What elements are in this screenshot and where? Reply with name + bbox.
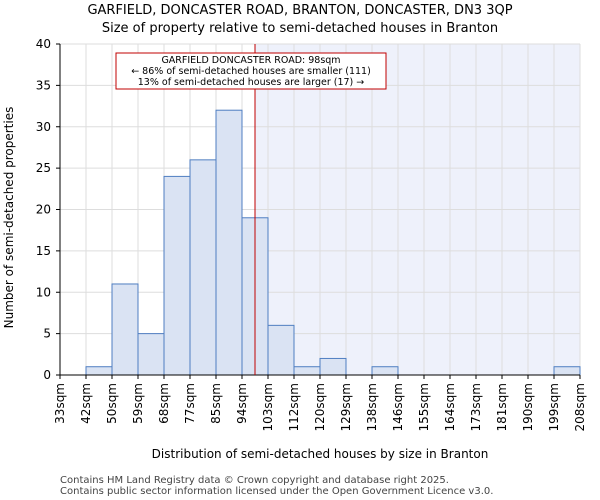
histogram-bar: [371, 366, 399, 376]
x-tick-label: 181sqm: [495, 383, 509, 431]
histogram-bar: [215, 109, 243, 376]
y-tick-label: 0: [43, 368, 51, 382]
x-tick-label: 50sqm: [105, 383, 119, 424]
x-tick-label: 138sqm: [365, 383, 379, 431]
x-tick-label: 33sqm: [53, 383, 67, 424]
x-tick-label: 164sqm: [443, 383, 457, 431]
footer-licence: Contains public sector information licen…: [60, 486, 494, 497]
y-tick-label: 15: [36, 244, 51, 258]
histogram-bar: [111, 283, 139, 376]
y-tick-label: 30: [36, 120, 51, 134]
x-tick-label: 112sqm: [287, 383, 301, 431]
x-tick-label: 146sqm: [391, 383, 405, 431]
x-tick-label: 199sqm: [547, 383, 561, 431]
y-axis-title: Number of semi-detached properties: [2, 107, 16, 329]
x-tick-label: 85sqm: [209, 383, 223, 424]
x-tick-label: 103sqm: [261, 383, 275, 431]
annotation-property-size: GARFIELD DONCASTER ROAD: 98sqm: [161, 55, 340, 66]
x-tick-label: 190sqm: [521, 383, 535, 431]
histogram-bar: [319, 357, 347, 376]
footer-copyright: Contains HM Land Registry data © Crown c…: [60, 475, 449, 486]
x-tick-label: 155sqm: [417, 383, 431, 431]
histogram-bar: [163, 175, 191, 376]
chart-title-address: GARFIELD, DONCASTER ROAD, BRANTON, DONCA…: [87, 3, 513, 18]
x-tick-label: 59sqm: [131, 383, 145, 424]
histogram-bar: [189, 159, 217, 376]
x-tick-label: 208sqm: [573, 383, 587, 431]
x-tick-label: 129sqm: [339, 383, 353, 431]
histogram-bar: [137, 333, 165, 376]
histogram-bar: [85, 366, 113, 376]
annotation-larger-share: 13% of semi-detached houses are larger (…: [138, 77, 365, 88]
x-tick-label: 173sqm: [469, 383, 483, 431]
y-tick-label: 40: [36, 37, 51, 51]
annotation-smaller-share: ← 86% of semi-detached houses are smalle…: [131, 66, 371, 77]
histogram-bar: [267, 324, 295, 376]
annotation-box: [115, 52, 387, 90]
x-tick-label: 120sqm: [313, 383, 327, 431]
x-tick-label: 42sqm: [79, 383, 93, 424]
chart-subtitle: Size of property relative to semi-detach…: [101, 21, 499, 36]
x-tick-label: 68sqm: [157, 383, 171, 424]
x-axis-title: Distribution of semi-detached houses by …: [152, 447, 489, 461]
histogram-bar: [553, 366, 581, 376]
y-tick-label: 35: [36, 78, 51, 92]
x-tick-label: 77sqm: [183, 383, 197, 424]
y-tick-label: 25: [36, 161, 51, 175]
y-tick-label: 5: [43, 327, 51, 341]
x-tick-label: 94sqm: [235, 383, 249, 424]
y-tick-label: 20: [36, 203, 51, 217]
y-tick-label: 10: [36, 285, 51, 299]
histogram-bar: [293, 366, 321, 376]
